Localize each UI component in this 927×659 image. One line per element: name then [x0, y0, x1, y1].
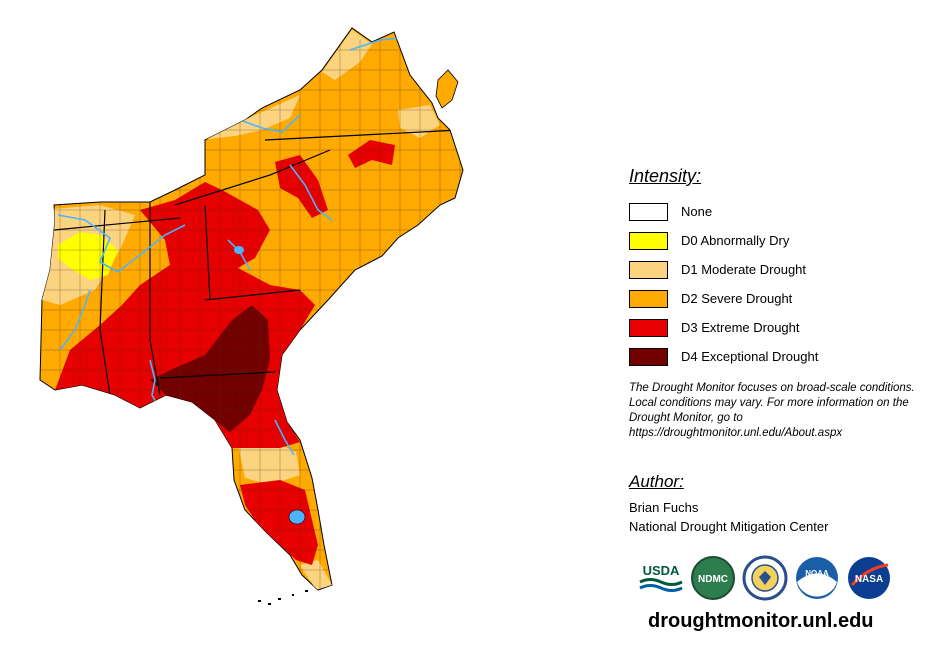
noaa-logo-text: NOAA: [805, 569, 829, 578]
florida-keys: [258, 590, 308, 605]
lake-georgia: [234, 246, 244, 254]
legend-item-d1: D1 Moderate Drought: [629, 255, 919, 284]
legend: Intensity: None D0 Abnormally Dry D1 Mod…: [629, 166, 919, 371]
rivers: [57, 37, 401, 456]
legend-label: D3 Extreme Drought: [681, 320, 800, 335]
legend-label: D4 Exceptional Drought: [681, 349, 819, 364]
legend-title: Intensity:: [629, 166, 702, 186]
partner-logos: USDA NDMC NOAA NASA: [638, 555, 892, 601]
ndmc-logo-text: NDMC: [698, 574, 728, 585]
legend-item-d0: D0 Abnormally Dry: [629, 226, 919, 255]
legend-label: D1 Moderate Drought: [681, 262, 807, 277]
author-org: National Drought Mitigation Center: [629, 519, 829, 534]
legend-item-d4: D4 Exceptional Drought: [629, 342, 919, 371]
delmarva: [435, 69, 459, 109]
legend-swatch-none: [629, 202, 668, 221]
legend-label: D0 Abnormally Dry: [681, 233, 790, 248]
legend-label: D2 Severe Drought: [681, 291, 793, 306]
d1-region-florida: [238, 440, 300, 485]
website-url: droughtmonitor.unl.edu: [648, 610, 874, 632]
legend-swatch-d2: [629, 289, 668, 308]
county-lines: [40, 40, 463, 590]
ndmc-logo: NDMC: [690, 555, 736, 601]
d1-region-florida-south: [300, 560, 332, 590]
author-title: Author:: [629, 472, 684, 491]
legend-item-d3: D3 Extreme Drought: [629, 313, 919, 342]
legend-item-none: None: [629, 197, 919, 226]
noaa-logo: NOAA: [794, 555, 840, 601]
author-name: Brian Fuchs: [629, 500, 699, 515]
drought-map: [39, 27, 464, 605]
usda-logo: USDA: [638, 555, 684, 601]
lake-okeechobee: [288, 509, 306, 525]
usda-logo-text: USDA: [643, 563, 680, 578]
disclaimer-note: The Drought Monitor focuses on broad-sca…: [629, 382, 915, 439]
legend-item-d2: D2 Severe Drought: [629, 284, 919, 313]
legend-label: None: [681, 204, 713, 219]
nasa-logo: NASA: [846, 555, 892, 601]
doc-seal-logo: [742, 555, 788, 601]
state-borders: [53, 129, 461, 396]
d1-region-north: [322, 30, 372, 80]
legend-swatch-d4: [629, 347, 668, 366]
legend-swatch-d0: [629, 231, 668, 250]
legend-swatch-d3: [629, 318, 668, 337]
nasa-logo-text: NASA: [855, 574, 883, 585]
d3-region-florida: [240, 480, 318, 565]
legend-swatch-d1: [629, 260, 668, 279]
